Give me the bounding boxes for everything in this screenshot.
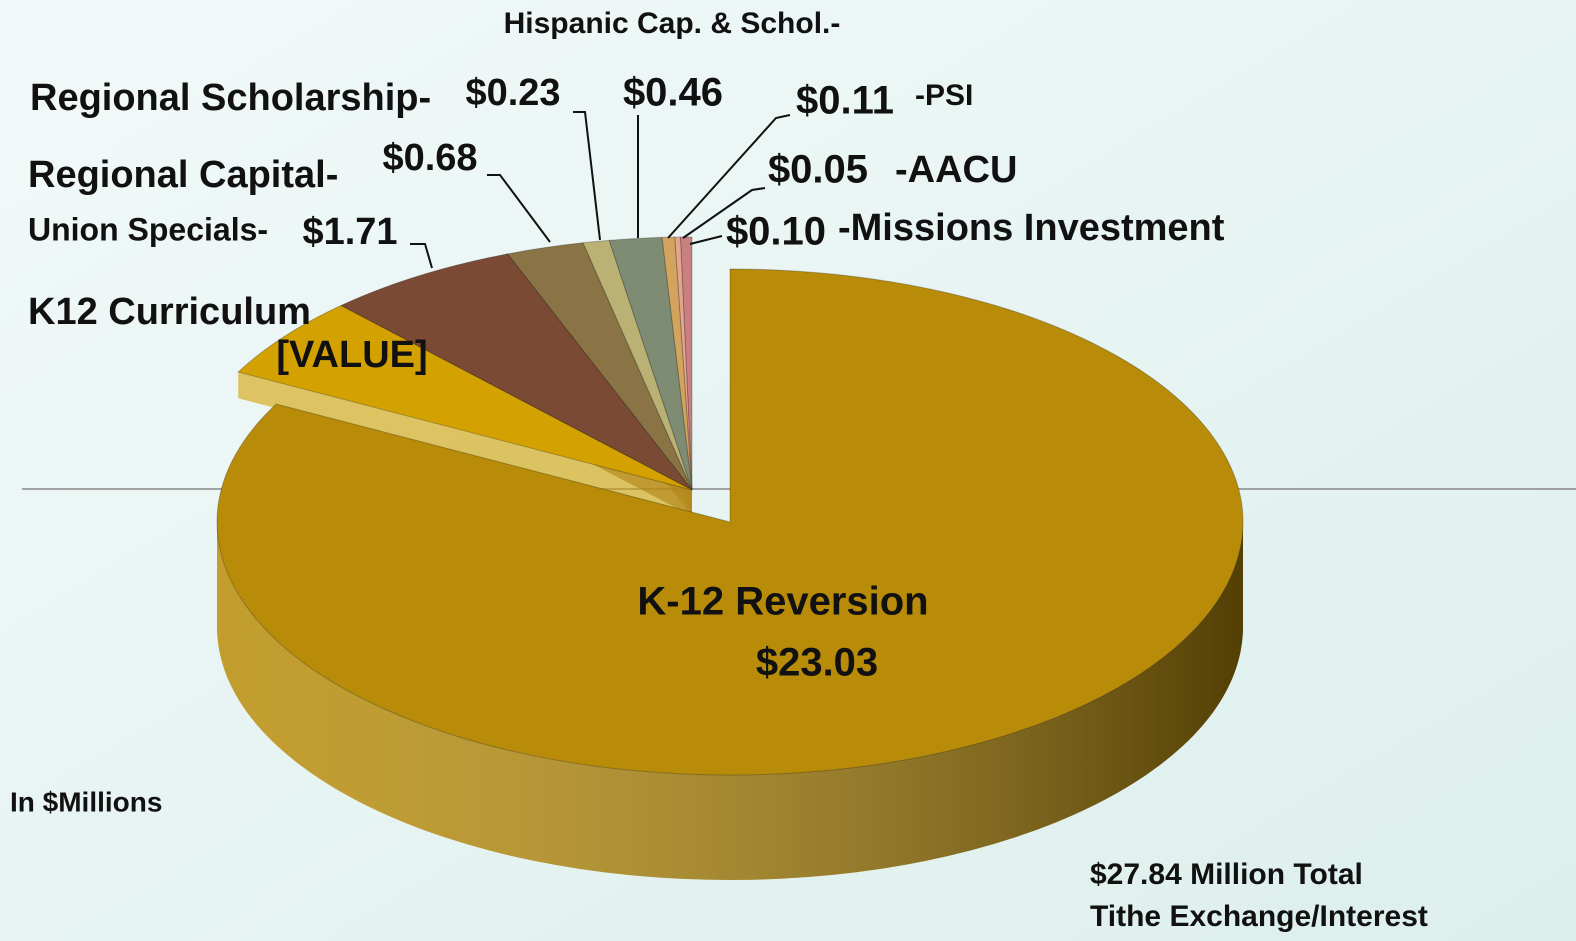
pie-slice-side-shade (217, 522, 1243, 880)
value-label: $0.23 (465, 72, 560, 114)
pie-slice (506, 242, 693, 491)
unit-note: In $Millions (10, 786, 162, 817)
pie-slice (237, 304, 693, 491)
total-note: $27.84 Million Total (1090, 858, 1363, 891)
pie-slice (679, 236, 693, 491)
leader-lines (410, 111, 791, 269)
value-label: $0.46 (623, 71, 723, 115)
value-label: $0.10 (726, 210, 826, 254)
category-label: Regional Capital- (28, 154, 338, 196)
category-label: -AACU (895, 149, 1017, 191)
category-label: Regional Scholarship- (30, 77, 431, 119)
pie-slice (582, 239, 693, 491)
value-label: $0.05 (768, 148, 868, 192)
pie-slice-wall (238, 371, 692, 517)
pie (216, 236, 1244, 880)
pie-slice (674, 236, 693, 491)
category-label: Hispanic Cap. & Schol.- (504, 7, 841, 40)
category-label: Union Specials- (28, 211, 268, 247)
category-label: K-12 Reversion (637, 580, 928, 624)
value-label: [VALUE] (276, 334, 427, 376)
value-label: $23.03 (756, 641, 878, 685)
category-label: -Missions Investment (838, 207, 1225, 249)
category-label: K12 Curriculum (28, 291, 311, 333)
pie-slice (608, 236, 693, 491)
value-label: $1.71 (302, 211, 397, 253)
labels: K-12 Reversion $23.03 K12 Curriculum[VALUE… (28, 7, 1225, 685)
value-label: $0.11 (796, 79, 894, 123)
value-label: $0.68 (382, 137, 477, 179)
pie-slice (216, 268, 1244, 776)
pie-slice (339, 253, 693, 491)
total-note: Tithe Exchange/Interest (1090, 900, 1428, 933)
category-label: -PSI (915, 79, 973, 112)
